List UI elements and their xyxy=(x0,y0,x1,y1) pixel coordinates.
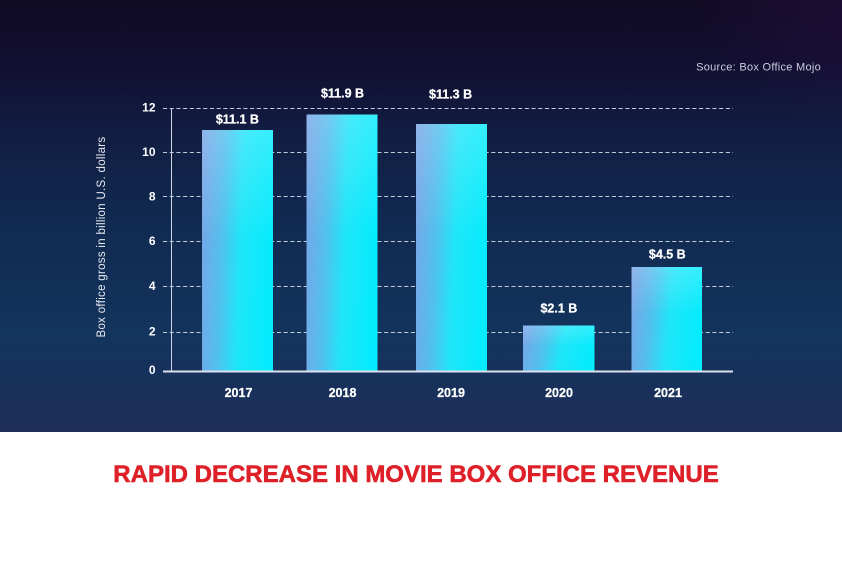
svg-text:4: 4 xyxy=(149,279,156,293)
svg-text:10: 10 xyxy=(142,145,156,159)
svg-text:6: 6 xyxy=(149,234,156,248)
svg-text:$11.1 B: $11.1 B xyxy=(216,112,259,126)
svg-text:12: 12 xyxy=(142,101,156,115)
svg-text:$11.3 B: $11.3 B xyxy=(429,88,472,102)
svg-text:$4.5 B: $4.5 B xyxy=(649,247,686,261)
svg-text:2: 2 xyxy=(149,325,156,339)
svg-text:Box office gross in billion U.: Box office gross in billion U.S. dollars xyxy=(96,137,108,338)
svg-text:2020: 2020 xyxy=(545,386,573,400)
svg-text:2018: 2018 xyxy=(329,386,357,400)
svg-text:Source: Box Office Mojo: Source: Box Office Mojo xyxy=(696,62,821,74)
svg-text:2017: 2017 xyxy=(225,386,253,400)
svg-text:0: 0 xyxy=(149,363,156,377)
svg-text:8: 8 xyxy=(149,190,156,204)
svg-text:2021: 2021 xyxy=(654,386,682,400)
svg-text:$2.1 B: $2.1 B xyxy=(540,302,577,316)
svg-text:2019: 2019 xyxy=(437,386,465,400)
svg-text:$11.9 B: $11.9 B xyxy=(321,87,364,101)
